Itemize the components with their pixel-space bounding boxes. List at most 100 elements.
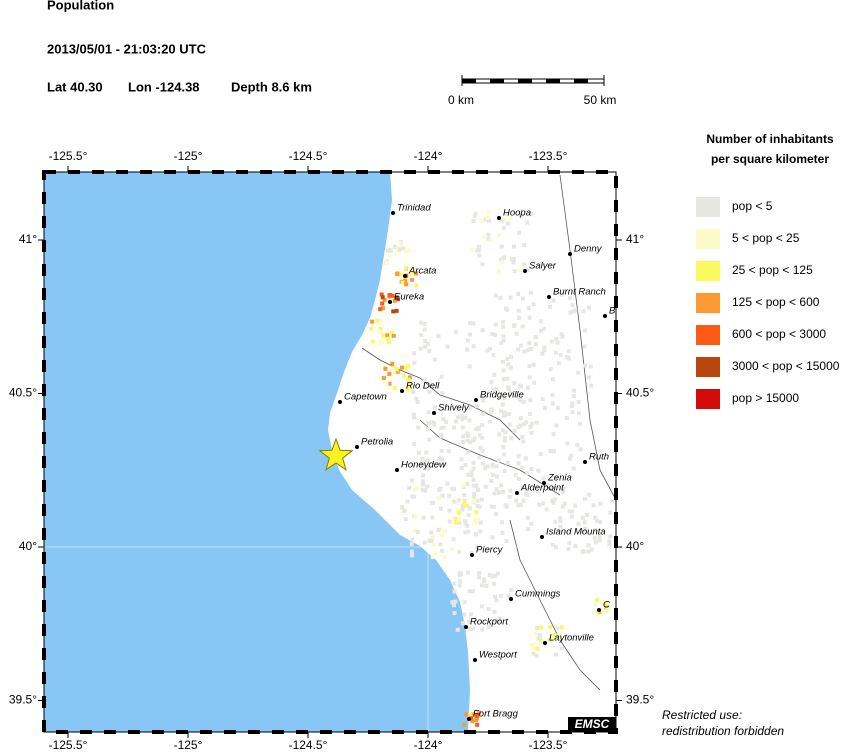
population-cell [423, 344, 428, 349]
population-cell [520, 324, 525, 329]
population-cell [502, 468, 507, 473]
population-cell [485, 348, 490, 353]
population-cell [500, 520, 505, 525]
population-cell [472, 712, 477, 717]
population-cell [426, 410, 431, 415]
population-cell [527, 364, 532, 369]
population-cell [396, 249, 401, 254]
population-cell [483, 484, 488, 489]
population-cell [515, 347, 520, 352]
population-cell [403, 278, 408, 283]
population-cell [486, 625, 491, 630]
population-cell [566, 356, 571, 361]
legend-title: Number of inhabitants [706, 132, 834, 146]
title: Population [47, 0, 114, 12]
population-cell [492, 333, 497, 338]
population-cell [485, 464, 490, 469]
population-cell [387, 381, 392, 386]
population-cell [575, 443, 580, 448]
population-cell [593, 515, 598, 520]
population-cell [526, 306, 531, 311]
population-cell [566, 547, 571, 552]
population-cell [533, 631, 538, 636]
population-cell [398, 241, 403, 246]
population-cell [465, 503, 470, 508]
population-cell [429, 530, 434, 535]
population-cell [473, 211, 478, 216]
city-label: Bridgeville [480, 390, 524, 401]
population-cell [406, 377, 411, 382]
population-cell [421, 479, 426, 484]
population-cell [423, 488, 428, 493]
population-cell [522, 242, 527, 247]
legend-label: 5 < pop < 25 [732, 231, 800, 245]
city-label: Hoopa [503, 208, 531, 219]
population-cell [390, 293, 395, 298]
population-cell [450, 600, 455, 605]
population-cell [463, 519, 468, 524]
population-cell [465, 450, 470, 455]
notice: Restricted use: [662, 708, 742, 722]
population-cell [378, 319, 383, 324]
population-cell [560, 334, 565, 339]
population-cell [476, 487, 481, 492]
population-cell [571, 388, 576, 393]
population-cell [445, 481, 450, 486]
population-cell [468, 440, 473, 445]
population-cell [457, 549, 462, 554]
population-cell [471, 483, 476, 488]
population-cell [447, 449, 452, 454]
population-cell [462, 483, 467, 488]
population-cell [464, 712, 469, 717]
city-label: Capetown [344, 392, 387, 403]
population-cell [470, 589, 475, 594]
population-cell [480, 627, 485, 632]
population-cell [456, 517, 461, 522]
population-cell [467, 418, 472, 423]
population-cell [481, 234, 486, 239]
population-cell [511, 256, 516, 261]
population-cell [484, 584, 489, 589]
population-cell [523, 491, 528, 496]
population-cell [525, 220, 530, 225]
city-label: Westport [479, 650, 517, 661]
population-cell [475, 544, 480, 549]
population-cell [539, 328, 544, 333]
population-cell [411, 389, 416, 394]
legend-label: 25 < pop < 125 [732, 263, 813, 277]
population-cell [459, 572, 464, 577]
population-cell [455, 500, 460, 505]
population-cell [573, 544, 578, 549]
population-cell [416, 450, 421, 455]
population-cell [489, 478, 494, 483]
population-cell [589, 383, 594, 388]
population-cell [534, 653, 539, 658]
population-cell [454, 520, 459, 525]
city-dot [603, 314, 607, 318]
population-cell [553, 652, 558, 657]
city-dot [509, 597, 513, 601]
population-cell [505, 356, 510, 361]
population-cell [409, 541, 414, 546]
population-cell [493, 322, 498, 327]
population-cell [385, 333, 390, 338]
population-cell [457, 579, 462, 584]
population-cell [422, 378, 427, 383]
population-cell [424, 450, 429, 455]
population-cell [559, 332, 564, 337]
population-cell [550, 377, 555, 382]
population-cell [416, 425, 421, 430]
population-cell [501, 225, 506, 230]
population-cell [467, 619, 472, 624]
population-cell [443, 528, 448, 533]
population-cell [514, 331, 519, 336]
population-cell [409, 277, 414, 282]
population-cell [567, 541, 572, 546]
population-cell [522, 422, 527, 427]
population-cell [459, 466, 464, 471]
population-cell [497, 616, 502, 621]
population-cell [559, 292, 564, 297]
population-cell [386, 339, 391, 344]
population-cell [541, 326, 546, 331]
